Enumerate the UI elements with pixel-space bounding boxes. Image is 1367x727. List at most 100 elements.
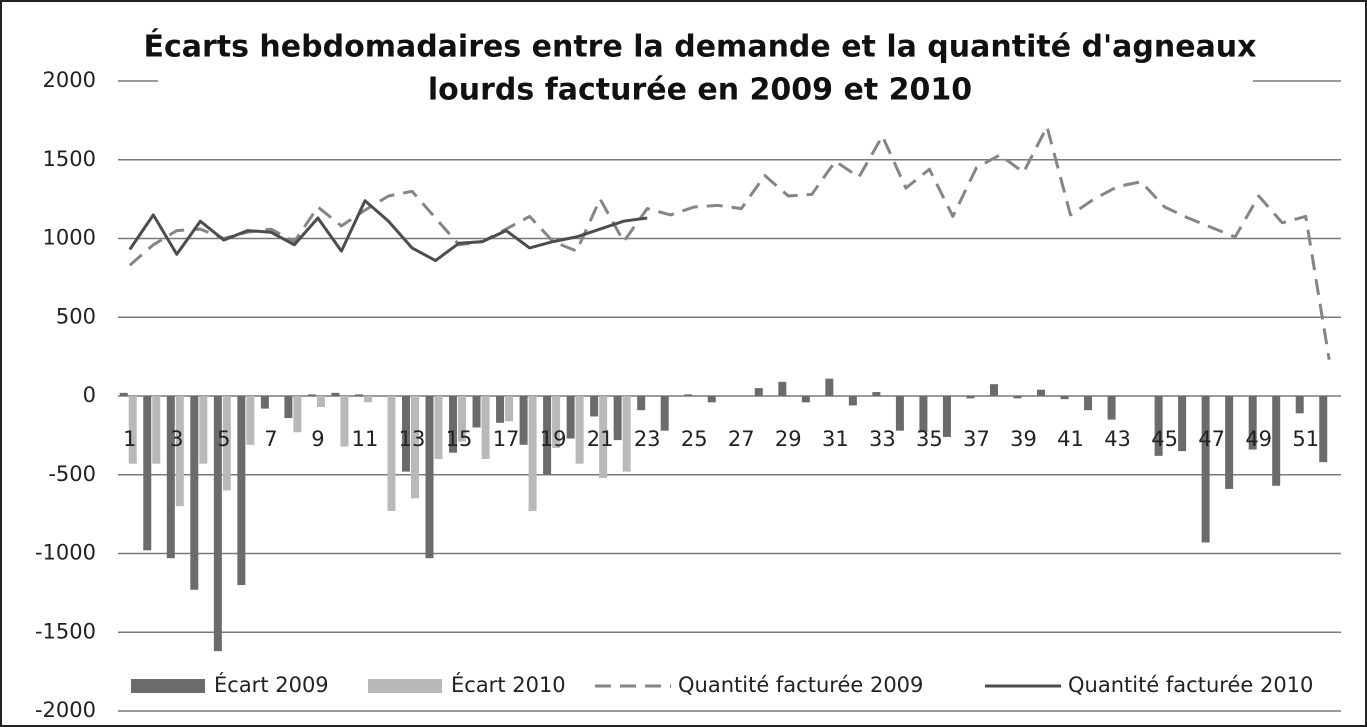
bar xyxy=(1319,396,1328,463)
bar xyxy=(575,396,584,464)
bar xyxy=(1107,396,1116,420)
x-tick-label: 21 xyxy=(587,427,614,451)
x-tick-label: 23 xyxy=(634,427,661,451)
bar xyxy=(387,396,396,511)
y-tick-label: 2000 xyxy=(43,68,96,92)
bar xyxy=(801,396,810,403)
bar xyxy=(260,396,269,409)
bar xyxy=(848,396,857,406)
x-tick-label: 9 xyxy=(311,427,324,451)
bar xyxy=(543,396,552,475)
y-tick-label: -2000 xyxy=(35,698,96,722)
bar xyxy=(778,381,787,396)
bar xyxy=(458,396,467,442)
x-tick-label: 3 xyxy=(170,427,183,451)
y-tick-label: 0 xyxy=(83,383,96,407)
bar xyxy=(246,396,255,445)
bar xyxy=(1154,396,1163,456)
x-tick-label: 47 xyxy=(1198,427,1225,451)
bar xyxy=(590,396,599,417)
bar xyxy=(284,396,293,419)
bar xyxy=(895,396,904,431)
legend-label: Écart 2010 xyxy=(451,672,566,697)
bar xyxy=(1225,396,1234,489)
bar xyxy=(1084,396,1093,411)
bar xyxy=(919,396,928,433)
x-tick-label: 17 xyxy=(493,427,520,451)
y-tick-label: 500 xyxy=(56,304,96,328)
bar xyxy=(622,396,631,472)
title-background xyxy=(158,22,1253,114)
bar xyxy=(199,396,208,464)
bar xyxy=(143,396,152,551)
bar xyxy=(1013,396,1022,399)
bar xyxy=(1178,396,1187,452)
bar xyxy=(1037,389,1046,396)
bar xyxy=(449,396,458,453)
chart-title: Écarts hebdomadaires entre la demande et… xyxy=(143,29,1256,65)
bar xyxy=(316,396,325,408)
legend-swatch xyxy=(131,679,205,693)
y-tick-label: 1500 xyxy=(43,147,96,171)
x-tick-label: 7 xyxy=(264,427,277,451)
bar xyxy=(637,396,646,411)
bar xyxy=(684,394,693,396)
bar xyxy=(213,396,222,652)
chart-title: lourds facturée en 2009 et 2010 xyxy=(428,73,972,108)
bar xyxy=(1060,396,1069,400)
legend-label: Quantité facturée 2009 xyxy=(678,673,923,697)
y-tick-label: -1000 xyxy=(35,541,96,565)
bar xyxy=(872,392,881,396)
bar xyxy=(1248,396,1257,450)
bar xyxy=(331,392,340,396)
x-tick-label: 11 xyxy=(352,427,379,451)
bar xyxy=(599,396,608,478)
y-tick-label: -1500 xyxy=(35,619,96,643)
x-tick-label: 29 xyxy=(775,427,802,451)
y-tick-label: -500 xyxy=(48,462,96,486)
bar xyxy=(519,396,528,445)
line xyxy=(128,125,1331,361)
bar xyxy=(481,396,490,459)
x-tick-label: 51 xyxy=(1292,427,1319,451)
x-tick-label: 1 xyxy=(123,427,136,451)
x-tick-label: 43 xyxy=(1104,427,1131,451)
bar xyxy=(754,388,763,396)
bar xyxy=(613,396,622,441)
bar xyxy=(222,396,231,491)
bar xyxy=(425,396,434,559)
bar xyxy=(128,396,137,464)
bar xyxy=(528,396,537,511)
bar xyxy=(152,396,161,464)
bar xyxy=(166,396,175,559)
x-tick-label: 39 xyxy=(1010,427,1037,451)
bar xyxy=(505,396,514,422)
legend-label: Quantité facturée 2010 xyxy=(1068,673,1313,697)
x-tick-label: 5 xyxy=(217,427,230,451)
bar xyxy=(410,396,419,499)
bar xyxy=(966,396,975,399)
bar xyxy=(434,396,443,459)
y-tick-label: 1000 xyxy=(43,226,96,250)
bar xyxy=(175,396,184,507)
x-tick-label: 35 xyxy=(916,427,943,451)
x-tick-label: 13 xyxy=(399,427,426,451)
bar xyxy=(566,396,575,439)
bar xyxy=(401,396,410,472)
bar xyxy=(942,396,951,437)
legend-swatch xyxy=(368,679,442,693)
bar xyxy=(237,396,246,585)
x-tick-label: 15 xyxy=(446,427,473,451)
x-tick-label: 41 xyxy=(1057,427,1084,451)
bar xyxy=(552,396,561,448)
bar xyxy=(496,396,505,423)
bar xyxy=(190,396,199,590)
x-tick-label: 33 xyxy=(869,427,896,451)
bar xyxy=(1272,396,1281,486)
bar xyxy=(472,396,481,428)
bar xyxy=(293,396,302,433)
x-tick-label: 19 xyxy=(540,427,567,451)
bar xyxy=(1201,396,1210,543)
